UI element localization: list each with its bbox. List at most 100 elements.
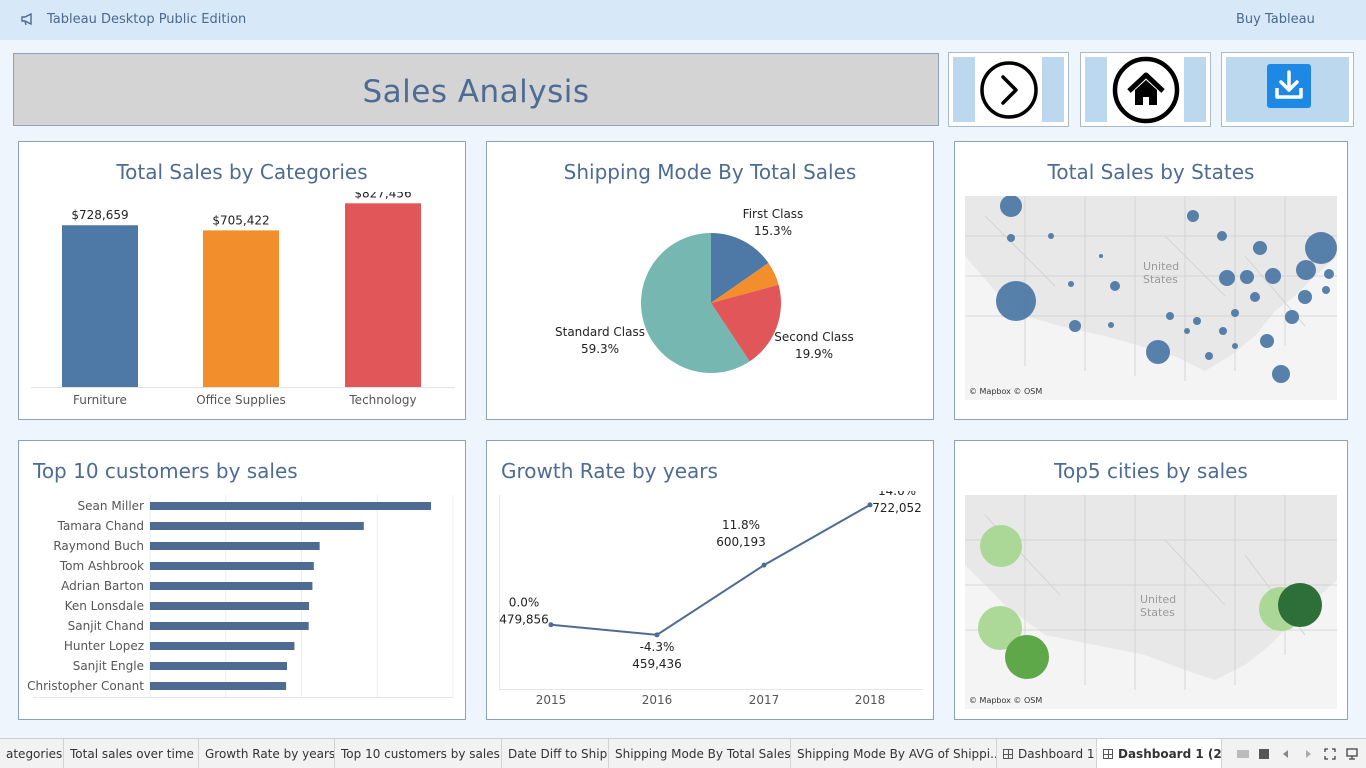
customer-name-label: Tamara Chand <box>57 519 144 533</box>
sheet-tab[interactable]: ategories <box>0 739 64 768</box>
bar-data-label: $728,659 <box>71 208 128 222</box>
bar-data-label: $705,422 <box>212 213 269 227</box>
sales-value-label: 600,193 <box>716 535 766 549</box>
download-button[interactable] <box>1221 52 1354 127</box>
pie-label-name: First Class <box>743 207 804 221</box>
pie-slice-first-class[interactable] <box>711 233 769 303</box>
year-tick-label: 2016 <box>642 693 673 707</box>
growth-panel: Growth Rate by years 0.0% 479,856 2015 -4.3… <box>486 440 934 720</box>
sheet-tab[interactable]: Shipping Mode By Total Sales <box>609 739 791 768</box>
year-tick-label: 2015 <box>536 693 567 707</box>
chevron-right-circle-icon <box>980 61 1038 119</box>
customer-name-label: Sanjit Chand <box>68 619 144 633</box>
sheet-tab[interactable]: Dashboard 1 <box>997 739 1097 768</box>
cities-map[interactable]: United States © Mapbox © OSM <box>965 495 1337 709</box>
pie-slice-same-day[interactable] <box>711 262 779 303</box>
states-panel: Total Sales by States United States © Ma… <box>954 141 1348 420</box>
customer-bar[interactable] <box>150 662 288 670</box>
home-icon <box>1112 56 1180 124</box>
sheet-tab[interactable]: Dashboard 1 (2) <box>1097 739 1222 768</box>
sheet-sorter-icon[interactable] <box>1258 748 1270 760</box>
sheet-tab-label: Date Diff to Ship <box>508 747 608 761</box>
sheet-tab-label: Growth Rate by years <box>205 747 335 761</box>
sheet-tab[interactable]: Shipping Mode By AVG of Shippi... <box>791 739 997 768</box>
year-tick-label: 2018 <box>855 693 886 707</box>
categories-panel: Total Sales by Categories $728,659 Furnit… <box>18 141 466 420</box>
growth-rate-label: 11.8% <box>722 518 760 532</box>
dashboard-title-bar: Sales Analysis <box>13 53 939 126</box>
sheet-tab-label: ategories <box>6 747 63 761</box>
cities-panel: Top5 cities by sales United States © Map… <box>954 440 1348 720</box>
customer-bar[interactable] <box>150 522 364 530</box>
home-button[interactable] <box>1080 52 1211 127</box>
next-sheet-icon[interactable] <box>1302 748 1314 760</box>
growth-rate-label: 14.6% <box>878 491 916 498</box>
customer-bar[interactable] <box>150 582 313 590</box>
sheet-tab[interactable]: Top 10 customers by sales <box>335 739 502 768</box>
pie-label-value: 19.9% <box>795 347 833 361</box>
next-button[interactable] <box>948 52 1069 127</box>
growth-point[interactable] <box>654 632 660 638</box>
sheet-tab-bar: ategories Total sales over time Growth Rat… <box>0 738 1366 768</box>
customer-name-label: Raymond Buch <box>53 539 144 553</box>
customer-name-label: Sanjit Engle <box>73 659 144 673</box>
dashboard-icon <box>1003 749 1013 759</box>
customer-name-label: Christopher Conant <box>27 679 144 693</box>
growth-rate-label: -4.3% <box>640 640 675 654</box>
buy-tableau-link[interactable]: Buy Tableau <box>1236 12 1315 27</box>
growth-point[interactable] <box>761 562 767 568</box>
dashboard-title: Sales Analysis <box>362 74 590 110</box>
fullscreen-icon[interactable] <box>1324 748 1336 760</box>
shipping-panel: Shipping Mode By Total Sales First Class… <box>486 141 934 420</box>
top-bar: Tableau Desktop Public Edition Buy Table… <box>0 0 1366 40</box>
customer-bar[interactable] <box>150 542 320 550</box>
sheet-tab-label: Dashboard 1 (2) <box>1118 747 1222 761</box>
customer-name-label: Adrian Barton <box>61 579 144 593</box>
sheet-tab-label: Shipping Mode By Total Sales <box>615 747 791 761</box>
pie-slice-standard-class[interactable] <box>640 233 750 373</box>
category-tick-label: Furniture <box>73 393 127 407</box>
sheet-tab[interactable]: Growth Rate by years <box>199 739 335 768</box>
customer-bar[interactable] <box>150 622 309 630</box>
megaphone-icon <box>21 12 32 26</box>
pie-label-name: Second Class <box>774 330 854 344</box>
cities-title: Top5 cities by sales <box>1054 459 1248 483</box>
customers-panel: Top 10 customers by sales Sean Miller Tam… <box>18 440 466 720</box>
prev-sheet-icon[interactable] <box>1280 748 1292 760</box>
growth-line[interactable] <box>550 503 871 636</box>
growth-rate-label: 0.0% <box>509 596 540 610</box>
shipping-title: Shipping Mode By Total Sales <box>563 160 857 184</box>
map-attribution[interactable]: © Mapbox © OSM <box>969 387 1042 396</box>
customer-bar[interactable] <box>150 562 314 570</box>
sheet-tab[interactable]: Total sales over time <box>64 739 199 768</box>
sales-value-label: 479,856 <box>499 613 549 627</box>
states-map[interactable]: United States © Mapbox © OSM <box>965 196 1337 400</box>
bar-office-supplies[interactable] <box>203 230 279 387</box>
year-tick-label: 2017 <box>749 693 780 707</box>
map-country-label: States <box>1140 606 1175 619</box>
growth-point[interactable] <box>867 502 873 508</box>
growth-point[interactable] <box>548 622 554 628</box>
customer-bar[interactable] <box>150 502 432 510</box>
pie-label-value: 15.3% <box>754 224 792 238</box>
customer-name-label: Tom Ashbrook <box>59 559 144 573</box>
customers-title: Top 10 customers by sales <box>33 459 298 483</box>
sheet-tab-label: Total sales over time <box>70 747 194 761</box>
map-country-label: United <box>1140 593 1176 606</box>
app-title: Tableau Desktop Public Edition <box>47 12 247 27</box>
film-strip-icon[interactable] <box>1237 748 1249 760</box>
categories-title: Total Sales by Categories <box>116 160 368 184</box>
bar-furniture[interactable] <box>62 225 138 387</box>
dashboard-icon <box>1103 749 1113 759</box>
download-icon <box>1267 64 1311 108</box>
sheet-tab-label: Top 10 customers by sales <box>341 747 500 761</box>
sheet-tab[interactable]: Date Diff to Ship <box>502 739 609 768</box>
pie-slice-second-class[interactable] <box>711 284 781 362</box>
customer-name-label: Ken Lonsdale <box>65 599 144 613</box>
customer-bar[interactable] <box>150 642 295 650</box>
customer-bar[interactable] <box>150 602 310 610</box>
map-attribution[interactable]: © Mapbox © OSM <box>969 696 1042 705</box>
bar-technology[interactable] <box>345 203 421 387</box>
customer-bar[interactable] <box>150 682 287 690</box>
presentation-mode-icon[interactable] <box>1346 748 1358 760</box>
